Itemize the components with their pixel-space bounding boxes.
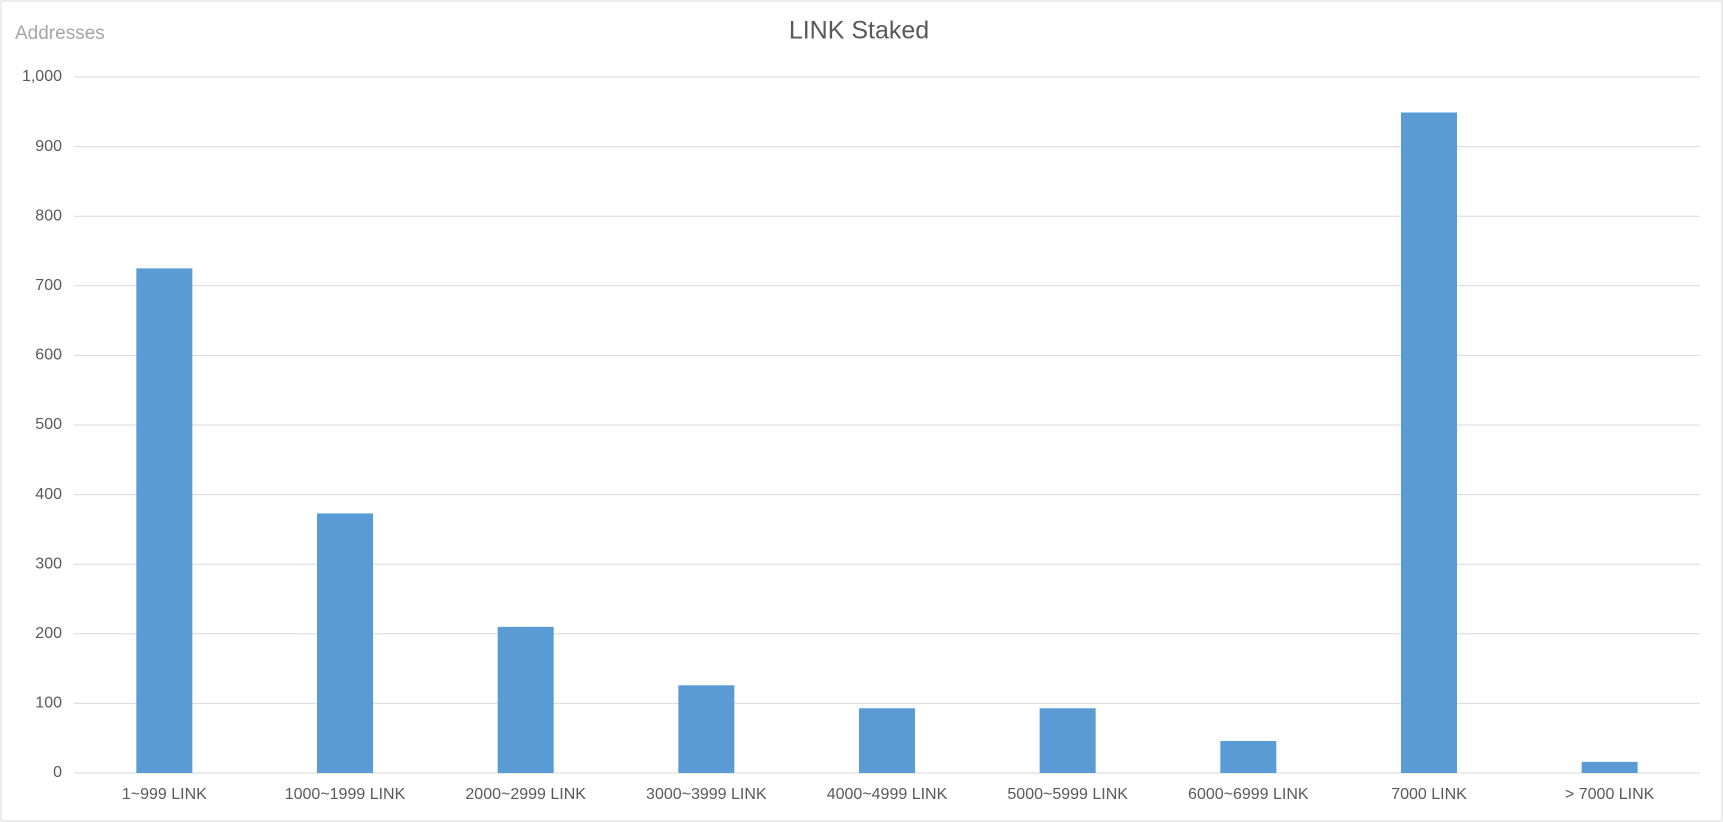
y-axis-label: Addresses bbox=[15, 23, 105, 44]
x-tick-label: 1~999 LINK bbox=[122, 786, 207, 803]
y-tick-label: 500 bbox=[35, 416, 62, 433]
y-tick-label: 200 bbox=[35, 625, 62, 642]
x-tick-label: > 7000 LINK bbox=[1565, 786, 1655, 803]
x-tick-label: 5000~5999 LINK bbox=[1007, 786, 1128, 803]
y-tick-label: 700 bbox=[35, 277, 62, 294]
x-tick-label: 4000~4999 LINK bbox=[827, 786, 948, 803]
x-tick-label: 2000~2999 LINK bbox=[465, 786, 586, 803]
y-tick-label: 400 bbox=[35, 486, 62, 503]
bar bbox=[858, 708, 916, 773]
y-tick-label: 100 bbox=[35, 695, 62, 712]
chart-title: LINK Staked bbox=[789, 17, 929, 45]
bar bbox=[316, 513, 374, 773]
bar bbox=[678, 685, 735, 773]
bar bbox=[1400, 112, 1458, 774]
y-tick-label: 600 bbox=[35, 347, 62, 364]
y-tick-label: 900 bbox=[35, 138, 62, 155]
x-tick-label: 3000~3999 LINK bbox=[646, 786, 767, 803]
x-tick-label: 1000~1999 LINK bbox=[285, 786, 406, 803]
x-tick-label: 7000 LINK bbox=[1391, 786, 1467, 803]
bar bbox=[1220, 740, 1277, 773]
y-tick-label: 0 bbox=[53, 764, 62, 781]
bar bbox=[1581, 761, 1638, 773]
y-tick-label: 800 bbox=[35, 207, 62, 224]
bar bbox=[497, 626, 554, 773]
bar bbox=[136, 268, 193, 773]
y-tick-label: 300 bbox=[35, 555, 62, 572]
x-tick-label: 6000~6999 LINK bbox=[1188, 786, 1309, 803]
y-tick-label: 1,000 bbox=[22, 68, 62, 85]
bar bbox=[1039, 708, 1096, 773]
